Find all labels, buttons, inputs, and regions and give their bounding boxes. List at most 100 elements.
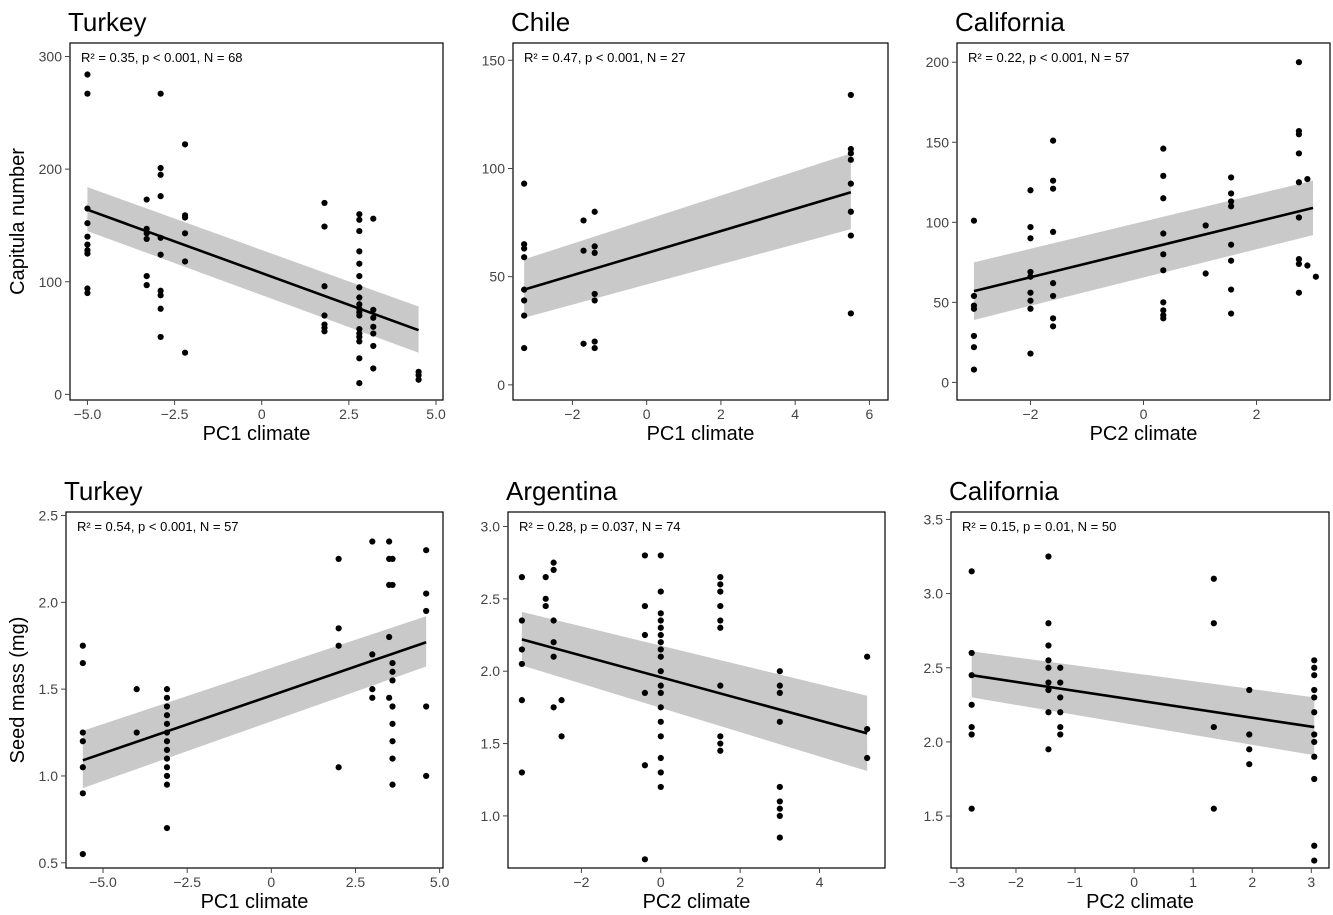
panel-title: California — [949, 476, 1059, 506]
data-point — [1227, 174, 1235, 181]
data-point — [1311, 731, 1318, 738]
data-point — [1057, 723, 1064, 731]
y-tick-label: 2.5 — [39, 507, 59, 523]
y-tick-label: 150 — [482, 52, 506, 68]
data-point — [321, 283, 328, 290]
y-tick-label: 150 — [926, 134, 950, 150]
stat-annotation: R² = 0.15, p = 0.01, N = 50 — [962, 519, 1116, 534]
data-point — [657, 653, 664, 660]
data-point — [776, 718, 783, 725]
data-point — [423, 607, 430, 615]
data-point — [84, 90, 91, 97]
data-point — [321, 199, 328, 207]
data-point — [1311, 664, 1318, 671]
y-tick-label: 0 — [497, 377, 505, 393]
data-point — [163, 755, 171, 762]
data-point — [1049, 315, 1057, 322]
data-point — [356, 227, 363, 235]
data-point — [389, 720, 396, 727]
data-point — [1045, 686, 1052, 694]
data-point — [1027, 187, 1034, 194]
data-point — [657, 639, 664, 646]
data-point — [1049, 280, 1057, 287]
data-point — [386, 538, 393, 545]
data-point — [181, 230, 189, 237]
data-point — [776, 798, 783, 805]
data-point — [1311, 857, 1318, 864]
data-point — [84, 289, 91, 297]
data-point — [968, 805, 975, 812]
data-point — [389, 703, 396, 710]
data-point — [1210, 805, 1217, 812]
data-point — [550, 566, 557, 573]
data-point — [423, 772, 430, 780]
data-point — [641, 689, 649, 696]
y-tick-label: 300 — [39, 49, 63, 65]
data-point — [423, 547, 430, 554]
data-point — [717, 581, 724, 588]
regression-line — [971, 673, 1315, 729]
data-point — [157, 287, 164, 294]
y-tick-label: 100 — [926, 214, 950, 230]
data-point — [84, 250, 91, 257]
data-point — [1311, 738, 1318, 746]
data-point — [1311, 842, 1318, 849]
data-point — [1160, 251, 1167, 258]
data-point — [415, 372, 422, 379]
data-point — [79, 642, 86, 649]
data-point — [370, 306, 377, 314]
data-point — [657, 769, 664, 776]
data-point — [591, 243, 598, 250]
data-point — [321, 223, 328, 230]
confidence-band — [524, 153, 851, 318]
data-point — [657, 704, 664, 711]
data-point — [389, 668, 396, 675]
x-tick-label: 0 — [657, 874, 665, 890]
x-tick-label: −5.0 — [74, 406, 102, 422]
data-point — [970, 344, 978, 351]
data-point — [389, 755, 396, 762]
data-point — [389, 659, 396, 667]
data-point — [717, 733, 724, 740]
data-point — [1049, 185, 1057, 192]
plot-frame — [507, 511, 886, 869]
data-point — [79, 790, 86, 797]
data-point — [847, 180, 854, 187]
data-point — [415, 376, 422, 383]
data-point — [356, 216, 363, 223]
data-point — [157, 292, 164, 299]
data-point — [1210, 723, 1217, 731]
data-point — [1311, 657, 1318, 664]
data-point — [591, 338, 598, 345]
x-tick-label: 1 — [1189, 874, 1197, 890]
data-point — [389, 781, 396, 788]
x-axis-label: PC2 climate — [643, 891, 751, 913]
data-point — [157, 251, 164, 258]
data-point — [1304, 262, 1311, 269]
data-point — [970, 292, 978, 300]
data-point — [1304, 175, 1311, 183]
data-point — [717, 602, 724, 610]
data-point — [521, 180, 528, 187]
y-axis-label: Seed mass (mg) — [7, 617, 29, 764]
data-point — [386, 633, 393, 641]
x-tick-label: −2 — [573, 874, 589, 890]
data-point — [356, 284, 363, 291]
data-point — [1049, 292, 1057, 300]
data-point — [518, 574, 525, 581]
data-point — [157, 333, 164, 341]
data-point — [518, 660, 525, 668]
stat-annotation: R² = 0.35, p < 0.001, N = 68 — [81, 50, 243, 65]
data-point — [163, 712, 171, 719]
panel-2: −2 0 2 4 6 0 50 100 150 Chile R² = 0.47, p < 0.001… — [482, 7, 889, 445]
x-tick-label: 3 — [1307, 874, 1315, 890]
data-point — [143, 282, 150, 289]
regression-line — [86, 208, 420, 332]
data-point — [163, 703, 171, 710]
data-point — [356, 312, 363, 319]
stat-annotation: R² = 0.22, p < 0.001, N = 57 — [968, 50, 1130, 65]
data-point — [657, 689, 664, 696]
data-point — [657, 718, 664, 725]
data-point — [641, 762, 649, 769]
y-tick-label: 3.0 — [481, 518, 501, 534]
